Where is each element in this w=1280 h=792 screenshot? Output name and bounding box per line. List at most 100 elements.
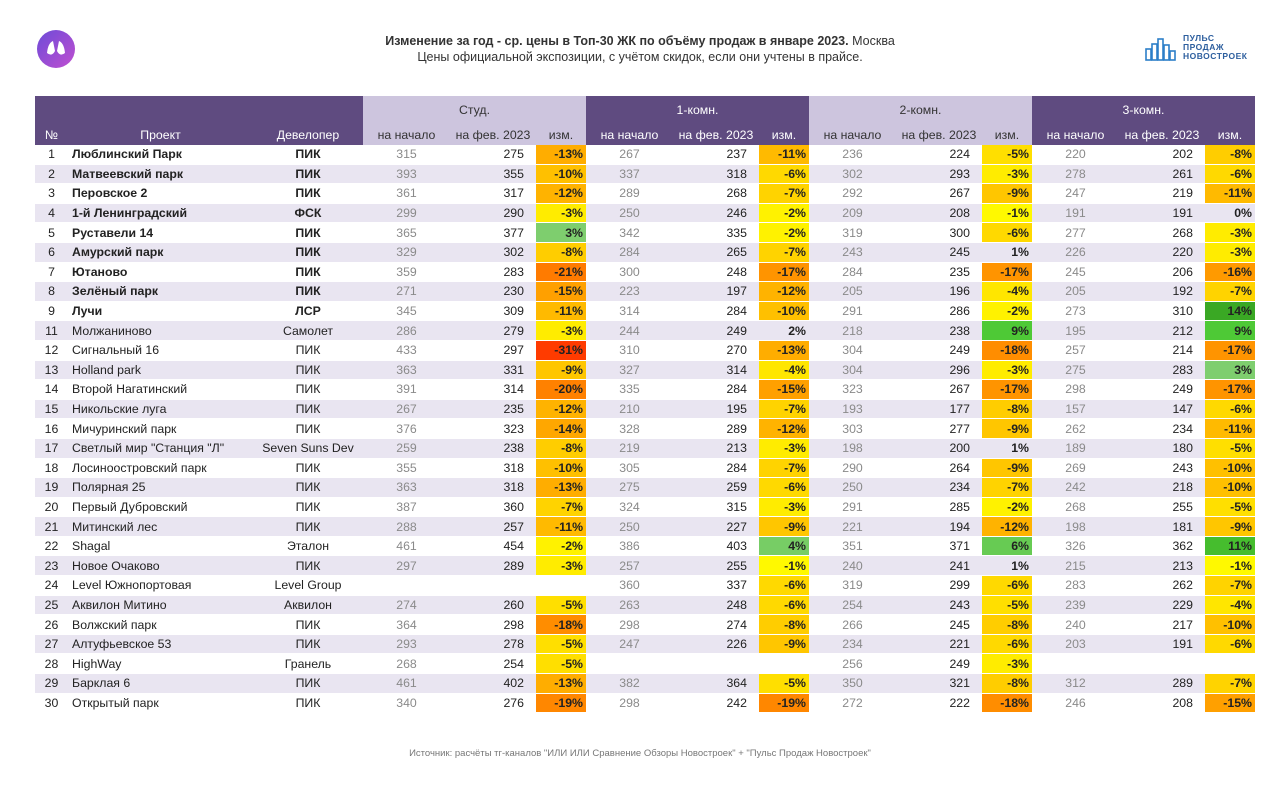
price-start: 268 [1032,497,1119,518]
price-start: 215 [1032,555,1119,577]
price-feb: 296 [896,360,982,381]
column-header: на начало [1032,124,1119,145]
table-row: 2 Матвеевский парк ПИК 393 355 -10% 337 318 -6% 3… [35,164,1255,185]
price-feb: 249 [896,340,982,361]
price-change: -5% [1205,497,1255,518]
row-number: 12 [35,340,68,361]
price-start: 324 [586,497,673,518]
price-feb: 283 [450,262,536,283]
project-name: 1-й Ленинградский [68,203,253,224]
price-change: -5% [759,673,809,694]
developer: ПИК [253,614,363,635]
price-change: -9% [982,418,1032,439]
column-header: на начало [363,124,450,145]
price-start: 461 [363,536,450,557]
project-name: Первый Дубровский [68,497,253,518]
price-start: 271 [363,281,450,302]
table-row: 8 Зелёный парк ПИК 271 230 -15% 223 197 -12% 205 1… [35,281,1255,302]
price-start: 299 [363,203,450,224]
price-start: 205 [809,281,896,302]
price-change: -16% [1205,262,1255,283]
price-change: -3% [982,360,1032,381]
price-feb: 249 [673,320,759,341]
price-start: 209 [809,203,896,224]
row-number: 27 [35,634,68,655]
price-start: 387 [363,497,450,518]
price-start: 257 [1032,340,1119,361]
project-name: Аквилон Митино [68,595,253,616]
group-header: 3-комн. [1032,96,1255,124]
price-change: 11% [1205,536,1255,557]
price-start: 433 [363,340,450,361]
price-start: 351 [809,536,896,557]
price-feb: 226 [673,634,759,655]
price-feb: 242 [673,693,759,714]
price-start: 327 [586,360,673,381]
price-change: -15% [536,281,586,302]
price-start: 242 [1032,477,1119,498]
column-header: изм. [1205,124,1255,145]
column-header: на начало [809,124,896,145]
price-feb: 290 [450,203,536,224]
price-change: -8% [536,438,586,459]
price-start: 289 [586,183,673,204]
price-feb: 274 [673,614,759,635]
price-feb: 299 [896,575,982,596]
table-row: 3 Перовское 2 ПИК 361 317 -12% 289 268 -7% 292 267… [35,183,1255,204]
price-change: -12% [982,516,1032,537]
price-start: 262 [1032,418,1119,439]
price-feb: 249 [1119,379,1205,400]
price-start: 198 [809,438,896,459]
title-city: Москва [852,34,895,48]
price-start: 245 [1032,262,1119,283]
developer: ПИК [253,693,363,714]
price-feb: 243 [1119,458,1205,479]
price-feb: 202 [1119,145,1205,165]
price-feb: 268 [1119,222,1205,243]
price-start: 365 [363,222,450,243]
price-change: -12% [536,183,586,204]
row-number: 19 [35,477,68,498]
price-feb: 218 [1119,477,1205,498]
price-feb: 235 [450,399,536,420]
price-start: 220 [1032,145,1119,165]
price-feb: 454 [450,536,536,557]
price-change [536,575,586,596]
price-feb: 255 [1119,497,1205,518]
price-change: 9% [982,320,1032,341]
price-feb: 245 [896,242,982,263]
row-number: 11 [35,320,68,341]
header-spacer [35,96,68,124]
table-row: 22 Shagal Эталон 461 454 -2% 386 403 4% 351 371 6% 3… [35,536,1255,557]
price-change: -1% [759,555,809,577]
price-start: 267 [586,145,673,165]
price-start: 284 [809,262,896,283]
price-feb: 234 [896,477,982,498]
table-row: 16 Мичуринский парк ПИК 376 323 -14% 328 289 -12… [35,418,1255,439]
price-start: 240 [1032,614,1119,635]
project-name: Руставели 14 [68,222,253,243]
table-row: 4 1-й Ленинградский ФСК 299 290 -3% 250 246 -2% 2… [35,203,1255,224]
price-feb: 147 [1119,399,1205,420]
developer: ПИК [253,340,363,361]
price-change: -13% [536,673,586,694]
price-change: -4% [982,281,1032,302]
price-start: 291 [809,301,896,322]
price-change: -3% [982,164,1032,185]
price-feb: 237 [673,145,759,165]
price-change: -6% [759,477,809,498]
price-change: -5% [536,634,586,655]
price-start: 314 [586,301,673,322]
table-row: 25 Аквилон Митино Аквилон 274 260 -5% 263 248 -6… [35,595,1255,616]
project-name: Зелёный парк [68,281,253,302]
price-change: -2% [982,497,1032,518]
price-start: 363 [363,477,450,498]
brand-line: ПРОДАЖ [1183,42,1225,52]
price-start: 240 [809,555,896,577]
price-change: -8% [982,399,1032,420]
price-change: -6% [759,164,809,185]
column-header: Проект [68,124,253,145]
price-start: 246 [1032,693,1119,714]
developer: ФСК [253,203,363,224]
price-start: 278 [1032,164,1119,185]
